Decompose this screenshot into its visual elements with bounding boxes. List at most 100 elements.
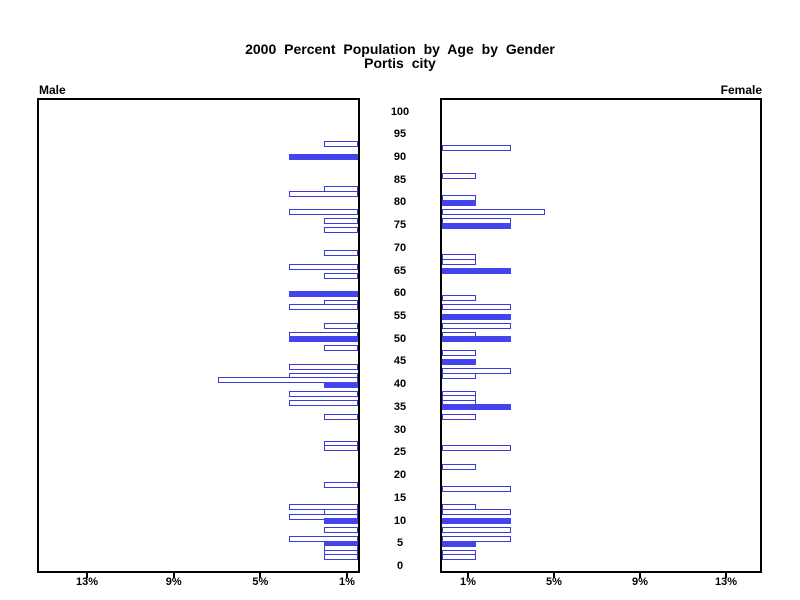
- male-bar-age-11: [289, 513, 358, 520]
- female-pct-axis-tick-label: 9%: [632, 576, 648, 588]
- chart-title: 2000 Percent Population by Age by Gender: [245, 41, 555, 57]
- female-bar-age-8: [442, 527, 511, 534]
- age-axis-label-85: 85: [393, 173, 407, 186]
- female-bar-age-47: [442, 349, 476, 356]
- male-pct-axis-tick-mark: [172, 573, 175, 578]
- age-axis-label-75: 75: [393, 219, 407, 232]
- male-bar-age-57: [289, 304, 358, 311]
- male-panel: [37, 98, 360, 573]
- male-bar-age-69: [324, 249, 358, 256]
- age-axis-label-20: 20: [393, 469, 407, 482]
- female-pct-axis-tick-label: 1%: [460, 576, 476, 588]
- male-pct-axis-tick-label: 13%: [75, 576, 99, 588]
- age-axis-label-10: 10: [393, 514, 407, 527]
- female-pct-axis-tick-label: 13%: [714, 576, 738, 588]
- male-bar-age-48: [324, 345, 358, 352]
- female-bar-age-43: [442, 368, 511, 375]
- female-bar-age-75: [442, 222, 511, 229]
- age-axis-label-55: 55: [393, 310, 407, 323]
- male-pct-axis-tick-mark: [86, 573, 88, 578]
- age-axis-label-15: 15: [393, 491, 407, 504]
- chart-subtitle: Portis city: [364, 55, 436, 71]
- female-pct-axis-tick-mark: [553, 573, 555, 578]
- female-panel: [440, 98, 762, 573]
- age-axis-label-50: 50: [393, 332, 407, 345]
- female-bar-age-5: [442, 540, 476, 547]
- female-bar-age-6: [442, 536, 511, 543]
- female-panel-header: Female: [720, 83, 762, 97]
- male-bar-age-90: [289, 154, 358, 161]
- female-bar-age-67: [442, 258, 476, 265]
- female-bar-age-17: [442, 486, 511, 493]
- age-axis-label-65: 65: [393, 264, 407, 277]
- female-bar-age-26: [442, 445, 511, 452]
- female-bar-age-59: [442, 295, 476, 302]
- female-pct-axis-tick-mark: [725, 573, 727, 578]
- female-bar-age-86: [442, 172, 476, 179]
- female-bar-age-2: [442, 554, 476, 561]
- age-axis-label-0: 0: [396, 560, 404, 572]
- male-bar-age-6: [289, 536, 358, 543]
- female-bar-age-42: [442, 372, 476, 379]
- male-bar-age-74: [324, 227, 358, 234]
- female-bar-age-10: [442, 518, 511, 525]
- age-axis-label-90: 90: [393, 150, 407, 163]
- female-bar-age-33: [442, 413, 476, 420]
- female-pct-axis-tick-mark: [467, 573, 469, 578]
- male-bar-age-26: [324, 445, 358, 452]
- male-bar-age-66: [289, 263, 358, 270]
- male-bar-age-93: [324, 140, 358, 147]
- age-axis-label-95: 95: [393, 128, 407, 141]
- age-axis-label-80: 80: [393, 196, 407, 209]
- male-pct-axis-tick-label: 9%: [165, 576, 182, 588]
- female-bar-age-55: [442, 313, 511, 320]
- male-bar-age-5: [324, 540, 358, 547]
- male-pct-axis-tick-mark: [346, 573, 348, 578]
- male-bar-age-2: [324, 554, 358, 561]
- male-pct-axis-tick-mark: [259, 573, 262, 578]
- male-bar-age-78: [289, 208, 358, 215]
- age-axis-label-70: 70: [393, 241, 407, 254]
- female-pct-axis-tick-label: 5%: [546, 576, 562, 588]
- male-bar-age-60: [289, 290, 358, 297]
- female-bar-age-53: [442, 322, 511, 329]
- male-bar-age-13: [289, 504, 358, 511]
- male-bar-age-38: [289, 390, 358, 397]
- male-bar-age-76: [324, 218, 358, 225]
- female-pct-axis-tick-mark: [639, 573, 641, 578]
- male-bar-age-36: [289, 399, 358, 406]
- male-bar-age-18: [324, 481, 358, 488]
- female-bar-age-65: [442, 268, 511, 275]
- male-panel-header: Male: [39, 83, 66, 97]
- male-bar-age-64: [324, 272, 358, 279]
- female-bar-age-35: [442, 404, 511, 411]
- female-bar-age-92: [442, 145, 511, 152]
- female-bar-age-78: [442, 208, 545, 215]
- female-bar-age-45: [442, 358, 476, 365]
- age-axis-label-100: 100: [390, 105, 410, 118]
- male-bar-age-50: [289, 336, 358, 343]
- male-bar-age-53: [324, 322, 358, 329]
- age-axis-label-25: 25: [393, 446, 407, 459]
- female-bar-age-80: [442, 199, 476, 206]
- female-bar-age-22: [442, 463, 476, 470]
- male-bar-age-82: [289, 190, 358, 197]
- age-axis-label-45: 45: [393, 355, 407, 368]
- male-pct-axis-tick-label: 1%: [339, 576, 355, 588]
- female-bar-age-12: [442, 508, 511, 515]
- female-bar-age-50: [442, 336, 511, 343]
- male-bar-age-33: [324, 413, 358, 420]
- male-bar-age-44: [289, 363, 358, 370]
- age-axis-label-35: 35: [393, 400, 407, 413]
- male-bar-age-41: [218, 377, 358, 384]
- age-axis-label-5: 5: [396, 537, 404, 550]
- male-bar-age-10: [324, 518, 358, 525]
- male-pct-axis-tick-label: 5%: [252, 576, 269, 588]
- age-axis-label-30: 30: [393, 423, 407, 436]
- male-bar-age-40: [324, 381, 358, 388]
- age-axis-label-40: 40: [393, 378, 407, 391]
- male-bar-age-8: [324, 527, 358, 534]
- female-bar-age-57: [442, 304, 511, 311]
- age-axis-label-60: 60: [393, 287, 407, 300]
